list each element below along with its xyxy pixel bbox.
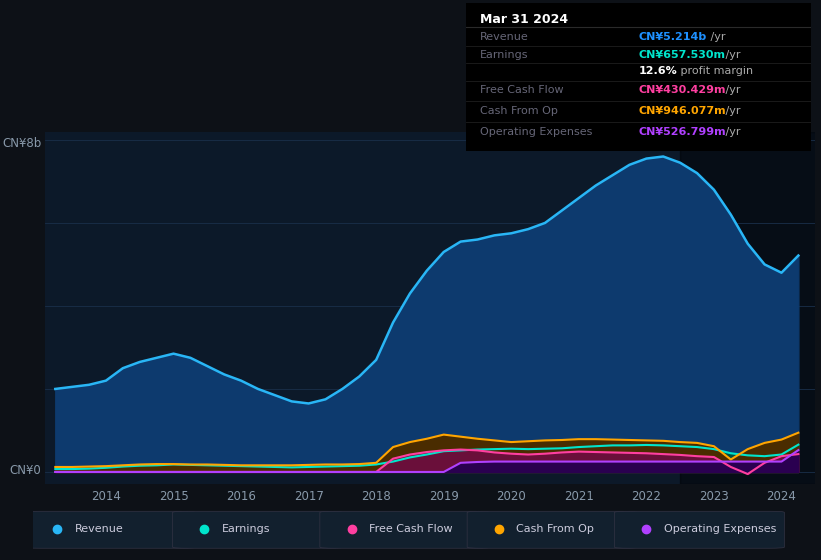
Text: Free Cash Flow: Free Cash Flow [480,85,564,95]
Text: Revenue: Revenue [75,524,123,534]
Text: CN¥657.530m: CN¥657.530m [639,50,726,60]
Text: 12.6%: 12.6% [639,66,677,76]
FancyBboxPatch shape [614,511,784,548]
FancyBboxPatch shape [172,511,342,548]
Text: /yr: /yr [722,127,741,137]
Text: /yr: /yr [707,32,726,42]
Bar [680,132,821,484]
Text: Cash From Op: Cash From Op [516,524,594,534]
FancyBboxPatch shape [25,511,195,548]
Text: Operating Expenses: Operating Expenses [480,127,593,137]
Text: Mar 31 2024: Mar 31 2024 [480,13,568,26]
Text: CN¥5.214b: CN¥5.214b [639,32,707,42]
Text: /yr: /yr [722,50,741,60]
Text: /yr: /yr [722,85,741,95]
Text: Earnings: Earnings [222,524,270,534]
Text: CN¥526.799m: CN¥526.799m [639,127,727,137]
Text: /yr: /yr [722,106,741,116]
Text: CN¥8b: CN¥8b [2,137,41,150]
Text: profit margin: profit margin [677,66,753,76]
Text: Revenue: Revenue [480,32,529,42]
Text: CN¥946.077m: CN¥946.077m [639,106,727,116]
Text: Operating Expenses: Operating Expenses [663,524,776,534]
Text: Earnings: Earnings [480,50,529,60]
FancyBboxPatch shape [320,511,490,548]
Text: CN¥0: CN¥0 [10,464,41,477]
Text: CN¥430.429m: CN¥430.429m [639,85,727,95]
Text: Cash From Op: Cash From Op [480,106,558,116]
FancyBboxPatch shape [467,511,637,548]
Text: Free Cash Flow: Free Cash Flow [369,524,452,534]
